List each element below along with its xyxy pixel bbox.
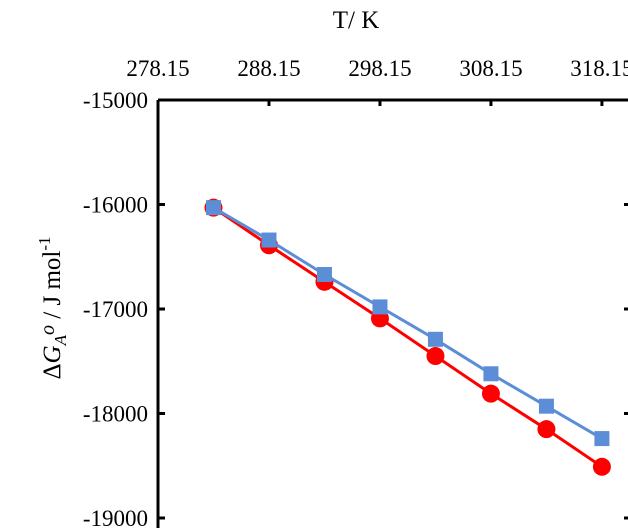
y-axis-title-sub: A (51, 334, 70, 346)
y-tick-label: -17000 (83, 297, 148, 322)
y-ticks: -15000 -16000 -17000 -18000 -19000 (83, 88, 628, 528)
series-line (212, 206, 603, 469)
x-tick-label: 298.15 (348, 56, 411, 81)
data-point (426, 347, 445, 366)
data-point (594, 431, 610, 447)
data-point (372, 299, 388, 315)
data-point (537, 420, 556, 439)
x-tick-label: 278.15 (126, 56, 189, 81)
y-axis-title-unit: / J mol (39, 251, 66, 325)
x-tick-label: 288.15 (237, 56, 300, 81)
y-axis-title-deg: o (37, 325, 59, 335)
data-point (481, 384, 500, 403)
y-tick-label: -18000 (83, 402, 148, 427)
x-tick-label: 318.15 (570, 56, 628, 81)
y-axis-title-sup: -1 (35, 236, 54, 250)
x-ticks: 278.15 288.15 298.15 308.15 318.15 (126, 56, 628, 106)
y-axis-title: ΔGAo / J mol-1 (35, 236, 70, 379)
axes (156, 98, 628, 528)
y-axis-title-delta: Δ (39, 363, 66, 379)
data-point (316, 267, 332, 283)
data-point (538, 398, 554, 414)
data-point (205, 200, 221, 216)
series-line (212, 206, 603, 440)
y-tick-label: -15000 (83, 88, 148, 113)
x-tick-label: 308.15 (459, 56, 522, 81)
series-2 (205, 200, 610, 447)
y-axis-title-g: G (39, 345, 66, 363)
series-layer (204, 198, 611, 476)
data-point (592, 457, 611, 476)
data-point (483, 366, 499, 382)
y-tick-label: -16000 (83, 193, 148, 218)
data-point (261, 232, 277, 248)
x-axis-title: T/ K (333, 7, 380, 34)
y-tick-label: -19000 (83, 506, 148, 528)
data-point (427, 331, 443, 347)
